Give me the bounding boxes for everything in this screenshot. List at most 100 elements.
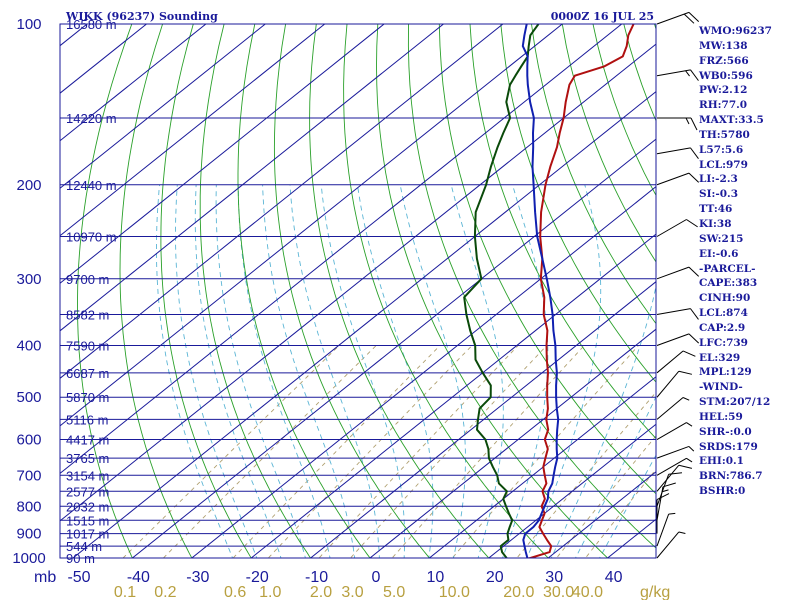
height-label: 5870 m [66,390,109,405]
mixing-ratio-tick-label: 20.0 [503,584,534,600]
stability-index-item: RH:77.0 [699,99,748,112]
mixing-ratio-tick-label: 40.0 [572,584,603,600]
mixing-ratio-line [391,345,585,558]
mixing-ratio-line [349,345,548,558]
stability-index-item: LFC:739 [699,336,748,349]
stability-index-item: TH:5780 [699,128,750,141]
isotherm-line [60,24,385,284]
stability-index-item: EL:329 [699,351,741,364]
isotherm-line [60,43,656,522]
wind-barb [656,69,699,81]
height-label: 4417 m [66,433,109,448]
isobars [60,24,656,558]
pressure-tick-label: 400 [16,338,41,355]
moist-adiabat-line [399,184,466,558]
stability-index-item: BSHR:0 [699,485,746,498]
isotherm-line [428,376,656,558]
dewpoint-profile [463,24,540,558]
height-label: 1515 m [66,513,109,528]
stability-index-item: CAPE:383 [699,277,758,290]
stability-index-item: HEL:59 [699,410,743,423]
mixing-ratio-line [556,435,656,558]
mixing-ratio-lines [122,345,656,558]
stability-index-item: LI:-2.3 [699,173,738,186]
mixing-ratio-tick-label: 3.0 [341,584,363,600]
wind-barb [656,482,676,521]
moist-adiabat-line [502,184,549,558]
stability-index-item: MW:138 [699,39,748,52]
stability-index-item: SI:-0.3 [699,188,738,201]
wind-barb [656,397,690,420]
pressure-tick-label: 900 [16,526,41,543]
stability-index-item: CINH:90 [699,292,751,305]
mixing-ratio-tick-label: 0.2 [154,584,176,600]
pressure-tick-label: 1000 [12,550,45,567]
wind-barb [656,464,693,492]
wind-barbs [656,11,700,559]
wind-barb [657,117,698,131]
stability-index-item: WB0:596 [699,69,753,82]
wind-barb [656,308,699,320]
stability-index-item: SHR-:0.0 [699,425,752,438]
isotherm-line [60,24,207,142]
moist-adiabat-line [450,184,504,558]
mixing-ratio-tick-label: 5.0 [383,584,405,600]
mixing-ratio-line [318,345,519,558]
sounding-time: 0000Z 16 JUL 25 [551,10,654,23]
moist-adiabat-line [215,184,306,558]
mixing-ratio-tick-label: 30.0 [543,584,574,600]
mixing-ratio-unit-label: g/kg [640,584,670,600]
pressure-tick-label: 600 [16,432,41,449]
stability-index-item: LCL:874 [699,307,748,320]
moist-adiabats [156,184,656,558]
stability-index-item: TT:46 [699,203,733,216]
background-grid [60,24,656,558]
moist-adiabat-line [194,184,282,558]
mixing-ratio-tick-label: 1.0 [259,584,281,600]
height-label: 8582 m [66,308,109,323]
isotherm-line [60,24,504,379]
height-label: 6687 m [66,366,109,381]
moist-adiabat-line [262,184,356,558]
stability-index-item: SW:215 [699,232,744,245]
moist-adiabat-line [320,184,406,558]
stability-index-item: CAP:2.9 [699,321,746,334]
stability-index-item: STM:207/12 [699,396,771,409]
wind-barb [656,219,698,237]
moist-adiabat-line [356,184,434,558]
temperature-tick-label: 10 [427,569,445,586]
wind-barb [656,457,693,476]
pressure-tick-label: 500 [16,389,41,406]
isotherm-line [190,185,656,558]
temperature-tick-label: 0 [372,569,381,586]
temperature-tick-label: 30 [545,569,563,586]
stability-index-item: L57:5.6 [699,143,744,156]
isotherm-line [487,423,656,558]
stability-index-item: WMO:96237 [699,25,772,37]
isotherm-line [309,281,656,558]
height-label: 9700 m [66,272,109,287]
height-label: 14220 m [66,111,117,126]
mixing-ratio-line [267,345,473,558]
isotherm-line [369,328,656,558]
stability-index-item: LCL:979 [699,158,748,171]
wind-barb [656,350,696,374]
stability-index-item: -PARCEL- [699,262,756,275]
plot-frame [59,23,657,559]
isotherm-line [72,90,656,558]
mixing-ratio-tick-label: 0.1 [114,584,136,600]
temperature-tick-label: -30 [186,569,209,586]
temperature-tick-label: -10 [305,569,328,586]
temperature-tick-label: 40 [605,569,623,586]
mixing-ratio-tick-label: 2.0 [310,584,332,600]
mixing-ratio-line [122,345,340,558]
isotherm-line [547,471,656,558]
pressure-tick-label: 800 [16,498,41,515]
wind-barb [656,445,695,459]
pressure-tick-label: 100 [16,16,41,33]
pressure-tick-label: 200 [16,177,41,194]
parcel-path [521,24,560,558]
height-label: 3765 m [66,451,109,466]
